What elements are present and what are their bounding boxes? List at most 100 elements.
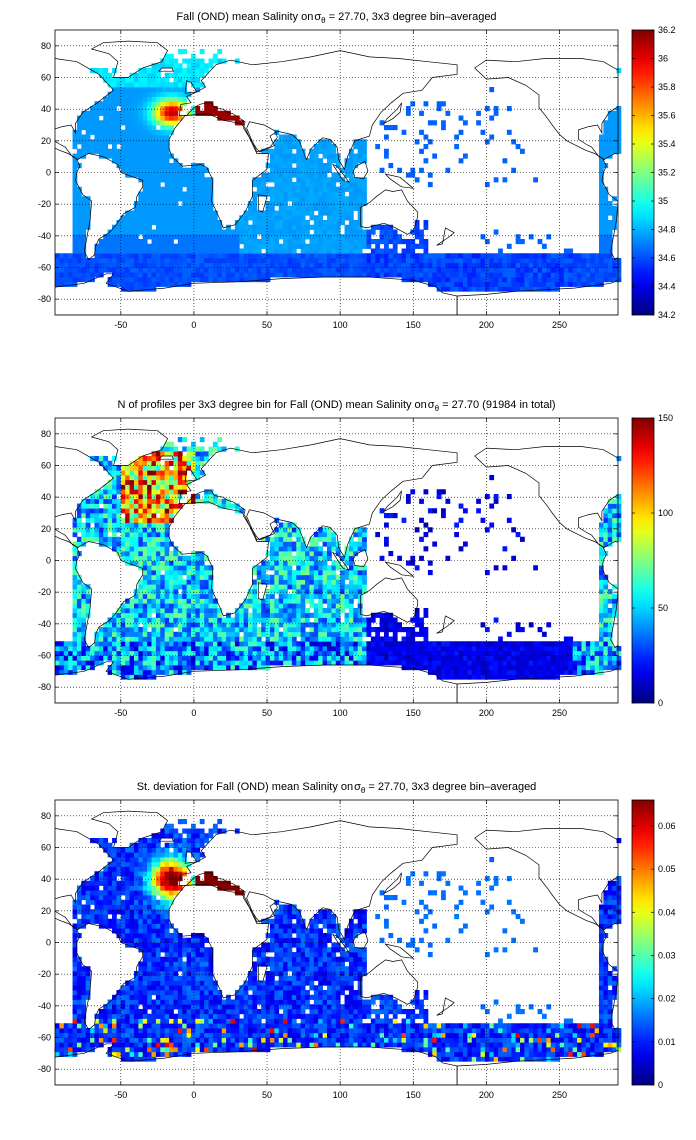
data-cell <box>155 465 161 471</box>
data-cell <box>182 660 188 666</box>
data-cell <box>133 674 139 680</box>
data-cell <box>585 281 591 287</box>
data-cell <box>335 163 341 169</box>
data-cell <box>300 655 306 661</box>
data-cell <box>142 191 148 197</box>
data-cell <box>252 636 258 642</box>
data-cell <box>160 669 166 675</box>
data-cell <box>81 125 87 131</box>
data-cell <box>107 517 113 523</box>
data-cell <box>326 655 332 661</box>
data-cell <box>348 660 354 666</box>
data-cell <box>261 570 266 576</box>
data-cell <box>177 570 183 576</box>
data-cell <box>265 258 271 264</box>
data-cell <box>76 224 82 230</box>
data-cell <box>344 215 350 221</box>
data-cell <box>362 546 367 552</box>
data-cell <box>98 527 104 533</box>
data-cell <box>160 560 166 566</box>
data-cell <box>375 239 381 245</box>
data-cell <box>169 617 174 623</box>
data-cell <box>160 660 166 666</box>
data-cell <box>208 229 214 235</box>
data-cell <box>195 110 201 116</box>
data-cell <box>357 158 363 164</box>
data-cell <box>555 272 560 278</box>
data-cell <box>142 650 148 656</box>
colorbar-tick-label: 35.4 <box>658 139 676 149</box>
data-cell <box>107 234 113 240</box>
data-cell <box>326 177 332 183</box>
data-cell <box>427 665 433 671</box>
data-cell <box>340 598 345 604</box>
data-cell <box>384 262 389 268</box>
data-cell <box>151 258 157 264</box>
data-cell <box>151 125 157 131</box>
data-cell <box>441 650 446 656</box>
data-cell <box>568 281 574 287</box>
data-cell <box>353 650 359 656</box>
data-cell <box>410 631 416 637</box>
data-cell <box>344 243 350 249</box>
data-cell <box>555 258 560 264</box>
data-cell <box>217 229 223 235</box>
data-cell <box>326 650 332 656</box>
data-cell <box>261 229 266 235</box>
data-cell <box>248 665 253 671</box>
data-cell <box>322 267 328 273</box>
data-cell <box>186 617 192 623</box>
data-cell <box>199 570 205 576</box>
data-cell <box>607 243 613 249</box>
data-cell <box>274 248 280 254</box>
data-cell <box>243 617 249 623</box>
data-cell <box>177 456 183 462</box>
data-cell <box>120 650 126 656</box>
data-cell <box>129 215 135 221</box>
data-cell <box>331 617 337 623</box>
data-cell <box>261 603 266 609</box>
data-cell <box>506 655 512 661</box>
data-cell <box>107 465 113 471</box>
data-cell <box>182 560 188 566</box>
data-cell <box>370 636 376 642</box>
data-cell <box>98 106 104 112</box>
data-cell <box>125 239 130 245</box>
data-cell <box>116 665 122 671</box>
data-cell <box>305 229 310 235</box>
data-cell <box>120 248 126 254</box>
data-cell <box>520 655 525 661</box>
data-cell <box>191 82 196 88</box>
data-cell <box>147 617 152 623</box>
data-cell <box>287 598 293 604</box>
data-cell <box>598 272 604 278</box>
data-cell <box>243 215 249 221</box>
data-cell <box>133 144 139 150</box>
data-cell <box>353 612 359 618</box>
data-cell <box>133 172 139 178</box>
data-cell <box>348 589 354 595</box>
data-cell <box>59 650 65 656</box>
data-cell <box>212 650 218 656</box>
data-cell <box>147 475 152 481</box>
data-cell <box>199 58 205 64</box>
data-cell <box>147 148 152 154</box>
data-cell <box>116 258 122 264</box>
data-cell <box>577 272 582 278</box>
data-cell <box>269 163 275 169</box>
data-cell <box>322 177 328 183</box>
data-cell <box>563 277 569 283</box>
data-cell <box>191 636 196 642</box>
data-cell <box>484 277 490 283</box>
data-cell <box>353 541 359 547</box>
data-cell <box>212 58 218 64</box>
data-cell <box>217 617 223 623</box>
data-cell <box>414 243 420 249</box>
data-cell <box>392 650 398 656</box>
data-cell <box>155 650 161 656</box>
data-cell <box>191 234 196 240</box>
data-cell <box>182 91 188 97</box>
data-cell <box>169 167 174 173</box>
data-cell <box>85 655 91 661</box>
data-cell <box>357 541 363 547</box>
